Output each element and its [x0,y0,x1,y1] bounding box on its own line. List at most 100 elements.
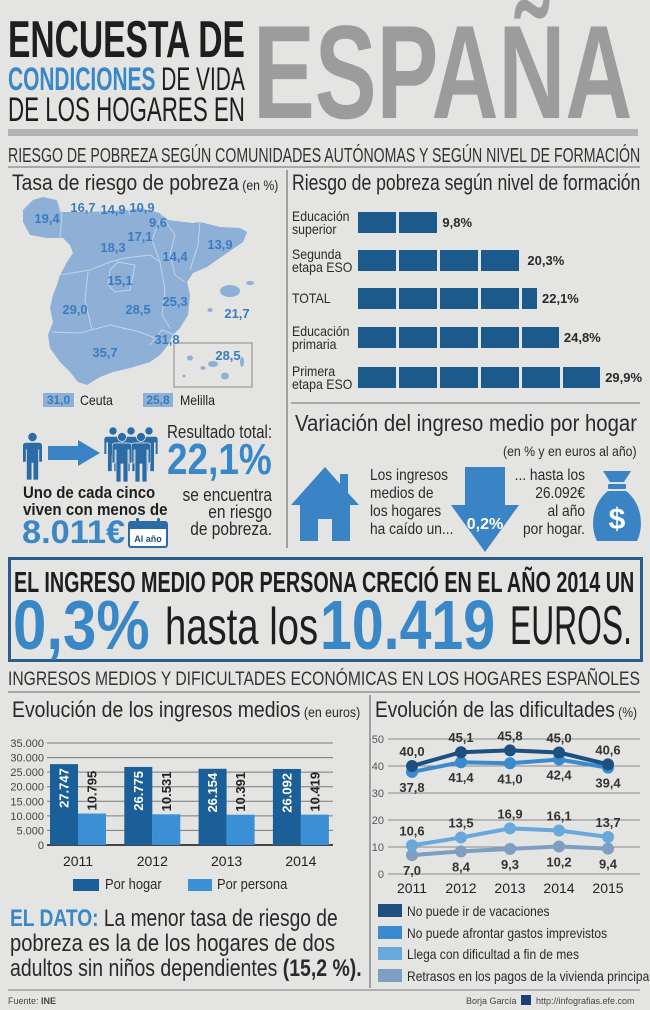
data-point [455,756,467,769]
one-in-five-line-2: viven con menos de [23,500,168,519]
bar [198,768,227,845]
variation-left-line: Los ingresos [370,467,449,484]
source-url-link[interactable]: http://infografias.efe.com [536,996,635,1006]
variation-left-line: medios de [370,485,434,502]
difficulties-chart-unit: (%) [614,704,638,720]
formation-row-label: Educación primaria [292,322,350,352]
map-title-unit: (en %) [238,177,279,193]
formation-value: 24,8% [563,329,601,345]
section2-underline [8,691,640,693]
title-big-espana: ESPAÑA [253,0,633,147]
single-person-icon [23,432,42,480]
y-tick-label: 0 [378,869,384,881]
formation-bar [358,288,537,309]
calendar-label: Al año [134,534,162,544]
map-value-label: 19,4 [34,211,60,226]
data-point [553,746,565,759]
point-value-label: 9,4 [599,857,618,872]
y-tick-label: 40 [372,761,384,773]
map-value-label: 28,5 [125,302,150,317]
point-value-label: 40,6 [595,742,620,757]
region-borders [51,199,201,346]
y-tick-label: 5.000 [16,825,44,837]
variation-change-value: 0,2% [467,516,503,533]
el-dato-label: EL DATO: [10,905,99,932]
formation-title: Riesgo de pobreza según nivel de formaci… [292,170,641,195]
formation-value: 29,9% [605,369,643,385]
difficulties-chart-title: Evolución de las dificultades (%) [375,699,637,721]
money-bag-icon: $ [593,471,641,541]
melilla-value-badge: 25,8 [143,393,173,407]
formation-value: 9,8% [442,214,473,230]
data-point [406,849,418,862]
result-total-value: 22,1% [167,435,272,484]
point-value-label: 13,5 [448,816,473,831]
difficulties-line-chart: 0 10 20 30 40 50 40,0 45,1 45,8 45,0 40,6 37,8 41,4 4… [372,728,640,896]
title-line-2-rest: DE VIDA [155,61,245,97]
headline-unit: EUROS. [510,594,632,656]
header-divider-bar [8,129,638,136]
data-point [504,757,516,770]
formation-row: Primera etapa ESO 29,9% [292,364,643,391]
income-threshold-value: 8.011€ [22,514,126,550]
bar [78,813,106,845]
legend-swatch-fin-de-mes [378,947,402,960]
data-point [553,840,565,853]
dollar-sign: $ [609,503,626,536]
headline-line-1: EL INGRESO MEDIO POR PERSONA CRECIÓ EN E… [14,567,635,599]
map-value-label: 35,7 [92,345,117,360]
formation-row: Segunda etapa ESO 20,3% [292,245,642,275]
bar-value-label: 10.531 [159,772,174,812]
section2-subtitle: INGRESOS MEDIOS Y DIFICULTADES ECONÓMICA… [8,669,640,690]
data-point [602,831,614,844]
x-tick-label: 2014 [285,853,316,869]
calendar-icon: Al año [128,518,168,548]
melilla-label: Melilla [180,392,215,408]
one-in-five-line-1: Uno de cada cinco [23,483,156,502]
y-tick-label: 35.000 [10,738,44,750]
headline-mid-text: hasta los [165,598,319,656]
legend-swatch-imprevistos [378,926,402,939]
point-value-label: 41,4 [448,770,474,785]
map-value-label: 14,4 [162,249,188,264]
legend-label-fin-de-mes: Llega con dificultad a fin de mes [407,946,580,962]
top-section-divider [286,170,288,548]
el-dato-highlight: (15,2 %). [282,955,362,982]
title-line-1: ENCUESTA DE [8,11,245,69]
formation-bar [358,367,601,388]
bar-value-label: 27.747 [57,768,72,808]
formation-row: Educación primaria 24,8% [292,322,642,352]
el-dato-line-3: adultos sin niños dependientes (15,2 %). [10,957,362,981]
formation-row-label: Segunda etapa ESO [292,245,353,275]
point-value-label: 16,1 [546,809,571,824]
income-chart-title: Evolución de los ingresos medios (en eur… [12,699,360,721]
point-value-label: 41,0 [497,771,522,786]
data-point [455,831,467,844]
variation-left-line: los hogares [370,503,442,520]
point-value-label: 8,4 [452,859,471,874]
y-tick-label: 15.000 [10,796,44,808]
result-desc-line: de pobreza. [190,519,272,539]
map-value-label: 10,9 [129,200,154,215]
ceuta-label: Ceuta [80,392,113,408]
variation-right-text: ... hasta los 26.092€ al año por hogar. [499,467,585,539]
y-tick-label: 20 [372,815,384,827]
variation-left-text: Los ingresos medios de los hogares ha ca… [370,467,453,539]
headline-box [8,557,643,662]
y-tick-label: 25.000 [10,767,44,779]
point-value-label: 45,1 [448,730,473,745]
spain-map: 19,4 16,7 14,9 10,9 9,6 17,1 18,3 14,4 1… [23,197,254,388]
canary-islands [182,355,244,380]
point-value-label: 42,4 [546,768,572,783]
data-point [455,845,467,858]
point-value-label: 16,9 [497,806,522,821]
y-tick-label: 50 [372,734,384,746]
legend-label-retrasos: Retrasos en los pagos de la vivienda pri… [407,968,650,984]
legend-swatch-vacaciones [378,904,402,917]
map-title-text: Tasa de riesgo de pobreza [12,170,239,195]
map-value-label: 17,1 [127,229,152,244]
income-bar-chart: 0 5.000 10.000 15.000 20.000 25.000 30.000 35.0… [10,738,333,869]
income-chart-unit: (en euros) [300,704,361,720]
source-label: Fuente: [8,996,42,1006]
formation-row: TOTAL 22,1% [292,286,642,312]
